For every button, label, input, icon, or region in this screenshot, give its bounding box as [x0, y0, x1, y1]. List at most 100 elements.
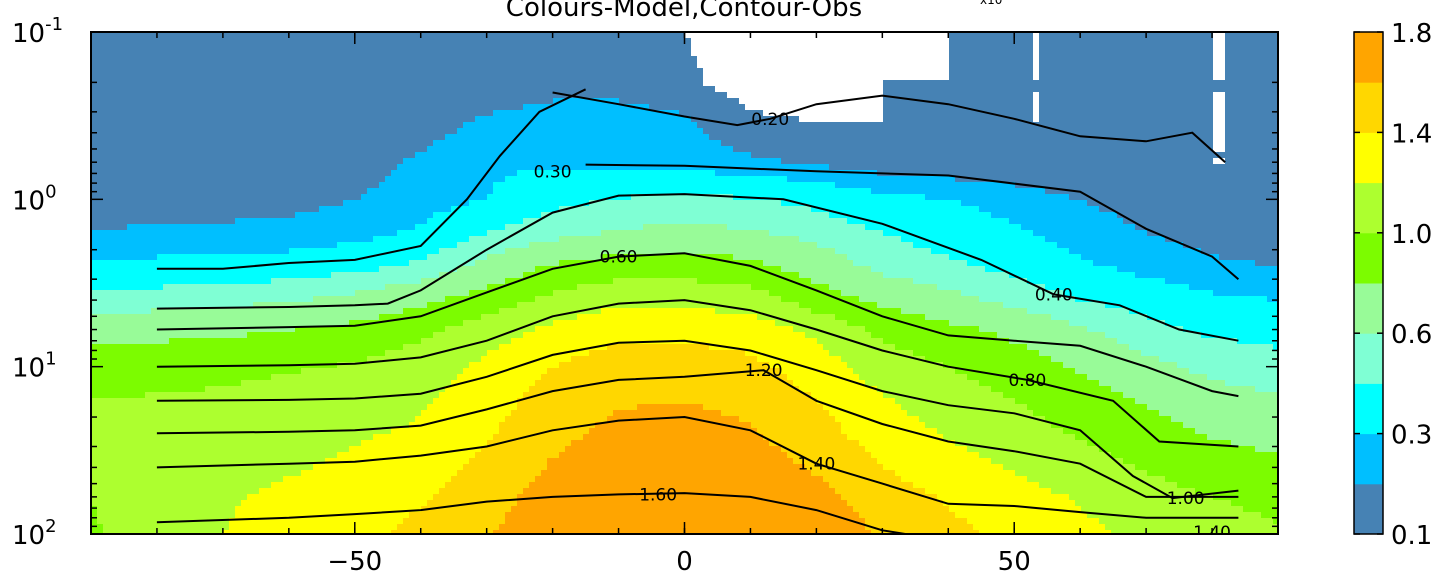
field-cell [259, 50, 266, 57]
field-cell [1021, 92, 1028, 99]
field-cell [751, 92, 758, 99]
field-cell [379, 152, 386, 159]
field-cell [907, 68, 914, 75]
field-cell [1051, 146, 1058, 153]
field-cell [391, 140, 398, 147]
field-cell [1135, 50, 1142, 57]
field-cell [541, 152, 548, 159]
field-cell [175, 116, 182, 123]
field-cell [931, 86, 938, 93]
field-cell [571, 134, 578, 141]
field-cell [517, 98, 524, 105]
field-cell [553, 44, 560, 51]
field-cell [889, 116, 896, 123]
field-cell [547, 116, 554, 123]
field-cell [1117, 140, 1124, 147]
field-cell [331, 62, 338, 69]
field-cell [271, 158, 278, 165]
field-cell [541, 44, 548, 51]
field-cell [793, 134, 800, 141]
field-cell [175, 104, 182, 111]
field-cell [1111, 74, 1118, 81]
field-cell [811, 50, 818, 57]
field-cell [1171, 44, 1178, 51]
field-cell [427, 104, 434, 111]
field-cell [421, 92, 428, 99]
field-cell [613, 134, 620, 141]
field-cell [979, 38, 986, 45]
field-cell [643, 116, 650, 123]
field-cell [727, 128, 734, 135]
field-cell [1141, 80, 1148, 87]
field-cell [367, 128, 374, 135]
field-cell [1003, 74, 1010, 81]
field-cell [481, 80, 488, 87]
field-cell [985, 92, 992, 99]
field-cell [823, 176, 830, 183]
field-cell [973, 170, 980, 177]
field-cell [427, 146, 434, 153]
field-cell [1213, 104, 1220, 111]
field-cell [691, 140, 698, 147]
field-cell [517, 80, 524, 87]
field-cell [1051, 152, 1058, 159]
field-cell [667, 116, 674, 123]
field-cell [835, 152, 842, 159]
field-cell [1147, 98, 1154, 105]
field-cell [619, 140, 626, 147]
field-cell [355, 74, 362, 81]
field-cell [223, 128, 230, 135]
field-cell [1021, 86, 1028, 93]
field-cell [409, 110, 416, 117]
field-cell [1159, 68, 1166, 75]
field-cell [607, 128, 614, 135]
field-cell [1129, 44, 1136, 51]
field-cell [601, 104, 608, 111]
field-cell [1165, 128, 1172, 135]
field-cell [457, 50, 464, 57]
field-cell [163, 74, 170, 81]
field-cell [853, 56, 860, 63]
field-cell [469, 158, 476, 165]
field-cell [241, 158, 248, 165]
field-cell [361, 146, 368, 153]
field-cell [703, 98, 710, 105]
field-cell [1075, 140, 1082, 147]
field-cell [391, 128, 398, 135]
field-cell [1159, 86, 1166, 93]
field-cell [367, 110, 374, 117]
field-cell [799, 62, 806, 69]
field-cell [397, 170, 404, 177]
field-cell [223, 158, 230, 165]
field-cell [151, 164, 158, 171]
field-cell [817, 176, 824, 183]
field-cell [397, 104, 404, 111]
field-cell [985, 134, 992, 141]
field-cell [1033, 158, 1040, 165]
field-cell [595, 116, 602, 123]
field-cell [1225, 116, 1232, 123]
field-cell [913, 86, 920, 93]
field-cell [673, 170, 680, 177]
field-cell [223, 62, 230, 69]
field-cell [1045, 134, 1052, 141]
field-cell [919, 74, 926, 81]
field-cell [607, 44, 614, 51]
field-cell [1243, 146, 1250, 153]
field-cell [919, 38, 926, 45]
field-cell [253, 146, 260, 153]
field-cell [385, 110, 392, 117]
field-cell [523, 68, 530, 75]
field-cell [1027, 152, 1034, 159]
field-cell [529, 134, 536, 141]
field-cell [601, 44, 608, 51]
field-cell [1171, 92, 1178, 99]
field-cell [841, 164, 848, 171]
field-cell [349, 128, 356, 135]
field-cell [1033, 56, 1040, 63]
field-cell [1189, 44, 1196, 51]
field-cell [661, 146, 668, 153]
field-cell [247, 104, 254, 111]
field-cell [331, 74, 338, 81]
field-cell [865, 62, 872, 69]
